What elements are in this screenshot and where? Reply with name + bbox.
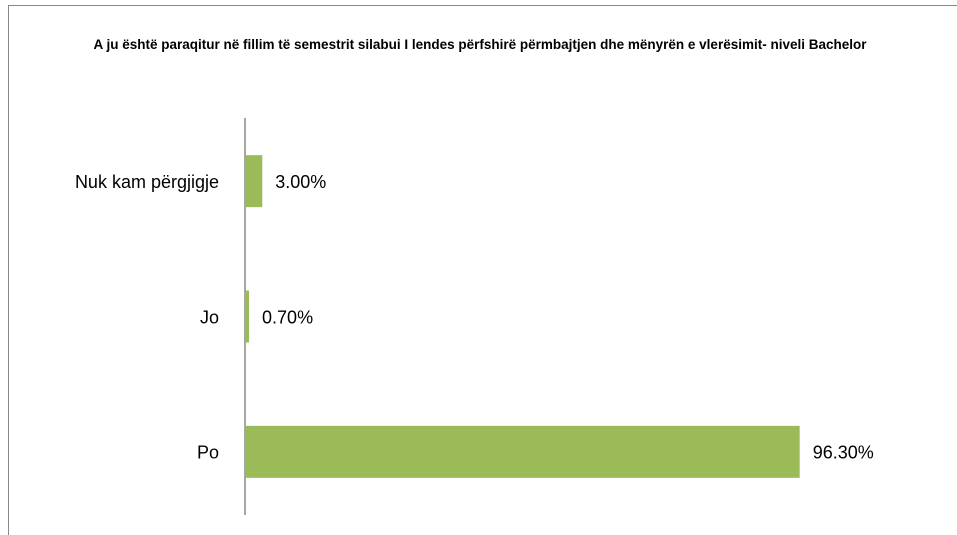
data-label: 96.30%	[813, 443, 874, 463]
bar	[245, 155, 263, 208]
data-label: 3.00%	[275, 172, 326, 192]
bar	[245, 425, 800, 478]
chart-frame	[8, 5, 957, 535]
y-tick-label: Jo	[200, 307, 219, 327]
chart-title: A ju është paraqitur në fillim të semest…	[93, 37, 867, 52]
y-tick-label: Nuk kam përgjigje	[75, 172, 219, 192]
data-label: 0.70%	[262, 307, 313, 327]
y-tick-label: Po	[197, 443, 219, 463]
bar	[245, 290, 250, 343]
